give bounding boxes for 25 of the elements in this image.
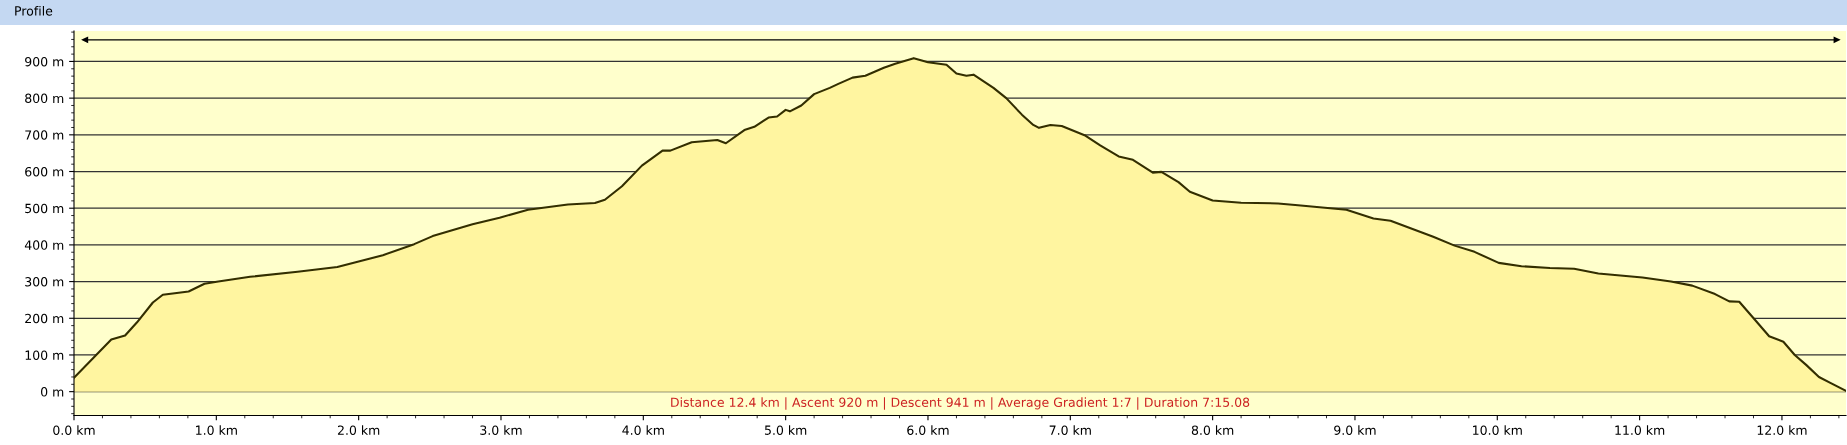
y-tick-label: 300 m <box>25 277 64 287</box>
x-tick-label: 6.0 km <box>907 425 949 435</box>
y-tick-label: 0 m <box>41 387 64 397</box>
y-tick-label: 100 m <box>25 350 64 360</box>
y-tick-label: 600 m <box>25 166 64 177</box>
y-tick-label: 700 m <box>25 130 64 140</box>
x-tick-label: 0.0 km <box>53 425 95 435</box>
x-tick-label: 10.0 km <box>1473 425 1522 435</box>
y-tick-label: 500 m <box>25 203 64 214</box>
y-tick-label: 200 m <box>25 313 64 324</box>
x-tick-label: 7.0 km <box>1049 425 1091 435</box>
annotation: Distance 12.4 km | Ascent 920 m | Descent 941 m | Average Gradient 1:7 | Duration 7:15.08 <box>671 397 1250 410</box>
y-tick-label: 400 m <box>24 240 64 250</box>
x-tick-label: 11.0 km <box>1615 425 1665 435</box>
x-tick-label: 3.0 km <box>480 425 522 435</box>
chart-title: Profile <box>15 5 53 16</box>
x-tick-label: 12.0 km <box>1757 425 1807 435</box>
x-tick-label: 4.0 km <box>622 425 664 435</box>
x-tick-label: 2.0 km <box>337 425 380 435</box>
x-tick-label: 5.0 km <box>764 425 807 435</box>
x-tick-label: 8.0 km <box>1191 425 1234 435</box>
y-tick-label: 900 m <box>25 56 64 67</box>
y-tick-label: 800 m <box>25 93 64 104</box>
x-tick-label: 1.0 km <box>196 425 237 435</box>
x-tick-label: 9.0 km <box>1334 425 1376 435</box>
